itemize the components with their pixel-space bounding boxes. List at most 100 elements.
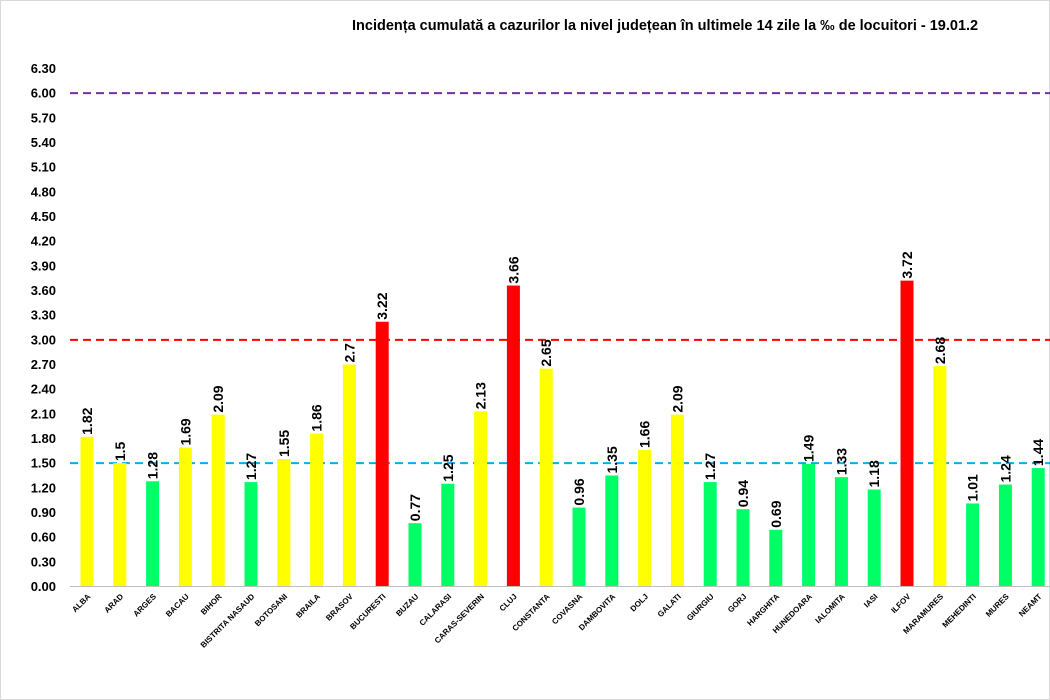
y-tick-label: 3.90 [31, 258, 56, 273]
bar-bistrita-nasaud [244, 482, 258, 587]
y-tick-label: 1.50 [31, 456, 56, 471]
bar-brasov [342, 364, 356, 587]
x-tick-label: CALARASI [418, 592, 454, 628]
bar-giurgiu [703, 482, 717, 587]
x-tick-label: ILFOV [889, 592, 912, 615]
data-label: 2.7 [341, 343, 357, 363]
data-labels: 1.82 1.5 1.28 1.69 2.09 1.27 1.55 1.86 2.7 3.22 0.… [79, 251, 1046, 528]
data-label: 1.69 [177, 418, 193, 445]
data-label: 0.69 [768, 500, 784, 527]
data-label: 1.5 [112, 441, 128, 461]
x-tick-label: BACAU [164, 592, 191, 619]
bar-neamt [1031, 468, 1045, 587]
x-tick-label: GIURGIU [685, 592, 716, 623]
x-tick-label: MURES [984, 592, 1011, 619]
data-label: 1.33 [833, 448, 849, 475]
y-tick-label: 0.90 [31, 505, 56, 520]
x-tick-label: ARAD [103, 592, 126, 615]
data-label: 2.68 [932, 337, 948, 364]
bar-harghita [769, 529, 783, 587]
data-label: 1.27 [243, 453, 259, 480]
data-label: 3.72 [899, 251, 915, 278]
chart-title: Incidența cumulată a cazurilor la nivel … [352, 18, 979, 34]
data-label: 3.22 [374, 292, 390, 319]
x-tick-label: ALBA [70, 592, 92, 614]
x-tick-label: DOLJ [629, 592, 650, 613]
bar-arges [146, 481, 160, 587]
bar-covasna [572, 507, 586, 587]
y-tick-label: 0.60 [31, 530, 56, 545]
x-tick-label: CLUJ [498, 592, 519, 613]
bar-dolj [638, 450, 652, 587]
bar-hunedoara [802, 463, 816, 587]
bar-maramures [933, 366, 947, 587]
x-tick-label: NEAMT [1017, 592, 1044, 619]
data-label: 0.77 [407, 494, 423, 521]
y-tick-label: 5.40 [31, 135, 56, 150]
bar-mures [998, 484, 1012, 587]
data-label: 1.44 [1030, 439, 1046, 466]
bar-bacau [178, 447, 192, 587]
bar-botosani [277, 459, 291, 587]
data-label: 1.82 [79, 407, 95, 434]
x-tick-label: GALATI [656, 592, 683, 619]
y-tick-label: 2.70 [31, 357, 56, 372]
y-tick-label: 6.30 [31, 61, 56, 76]
y-tick-label: 2.10 [31, 406, 56, 421]
data-label: 1.27 [702, 453, 718, 480]
data-label: 2.09 [210, 385, 226, 412]
data-label: 1.25 [440, 454, 456, 481]
data-label: 1.01 [965, 474, 981, 501]
x-tick-label: GORJ [726, 592, 748, 614]
bar-dambovita [605, 475, 619, 587]
data-label: 2.09 [669, 385, 685, 412]
y-tick-label: 3.30 [31, 308, 56, 323]
bar-galati [670, 414, 684, 587]
bar-calarasi [441, 483, 455, 587]
data-label: 3.66 [505, 256, 521, 283]
y-tick-label: 3.60 [31, 283, 56, 298]
x-tick-label: IALOMITA [814, 592, 847, 625]
x-tick-label: BIHOR [199, 592, 224, 617]
data-label: 0.96 [571, 478, 587, 505]
y-tick-label: 5.70 [31, 110, 56, 125]
y-tick-label: 1.20 [31, 480, 56, 495]
bar-caras-severin [474, 411, 488, 587]
bar-buzau [408, 523, 422, 587]
data-label: 1.24 [997, 455, 1013, 482]
y-tick-label: 6.00 [31, 86, 56, 101]
x-tick-label: ARGES [132, 592, 159, 619]
y-tick-label: 4.80 [31, 184, 56, 199]
bar-cluj [506, 285, 520, 587]
y-tick-label: 4.20 [31, 234, 56, 249]
y-tick-label: 5.10 [31, 160, 56, 175]
x-tick-label: MEHEDINTI [941, 592, 978, 629]
bar-bucuresti [375, 321, 389, 587]
data-label: 1.35 [604, 446, 620, 473]
data-label: 1.55 [276, 430, 292, 457]
data-label: 2.65 [538, 339, 554, 366]
x-tick-label: BOTOSANI [253, 592, 289, 628]
data-label: 1.66 [637, 421, 653, 448]
bar-gorj [736, 509, 750, 587]
y-tick-label: 3.00 [31, 332, 56, 347]
bar-bihor [211, 414, 225, 587]
bar-mehedinti [966, 503, 980, 587]
data-label: 1.18 [866, 460, 882, 487]
data-label: 2.13 [473, 382, 489, 409]
bars [80, 280, 1045, 587]
x-tick-label: COVASNA [550, 592, 584, 626]
data-label: 1.49 [801, 435, 817, 462]
bar-alba [80, 436, 94, 587]
bar-braila [310, 433, 324, 587]
y-tick-label: 2.40 [31, 382, 56, 397]
y-axis: 0.00 0.30 0.60 0.90 1.20 1.50 1.80 2.10 2.40 2.70… [31, 61, 56, 594]
x-tick-label: BRAILA [294, 592, 322, 620]
y-tick-label: 4.50 [31, 209, 56, 224]
bar-arad [113, 463, 127, 587]
data-label: 1.86 [309, 404, 325, 431]
bar-ialomita [834, 477, 848, 587]
x-tick-label: BRASOV [324, 592, 355, 623]
